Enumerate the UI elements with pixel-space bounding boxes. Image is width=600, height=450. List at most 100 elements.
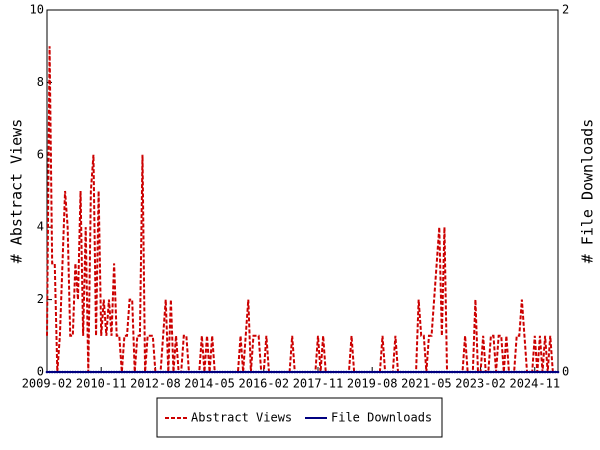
point-marker [419,370,423,374]
point-marker [499,370,503,374]
point-marker [265,370,268,374]
point-marker [143,370,147,374]
point-marker [283,370,286,374]
point-marker [370,370,374,374]
point-marker [136,370,139,374]
point-marker [239,370,242,374]
y2-tick-label: 0 [562,365,569,379]
point-marker [376,370,379,374]
point-marker [329,370,333,374]
point-marker [386,370,389,374]
point-marker [74,370,77,374]
point-marker [463,370,467,374]
point-marker [236,370,240,374]
point-marker [554,370,557,374]
point-marker [293,370,297,374]
point-marker [146,370,149,374]
point-marker [148,370,152,374]
point-marker [528,370,531,374]
point-marker [345,370,348,374]
point-marker [394,370,397,374]
point-marker [311,370,315,374]
point-marker [450,370,454,374]
point-marker [303,370,307,374]
point-marker [334,370,338,374]
point-marker [321,370,325,374]
point-marker [337,370,340,374]
point-marker [308,370,312,374]
point-marker [520,370,524,374]
point-marker [422,370,426,374]
point-marker [138,370,142,374]
point-marker [430,370,433,374]
point-marker [128,370,131,374]
point-marker [61,370,64,374]
point-marker [84,370,88,374]
point-marker [355,370,358,374]
point-marker [381,370,384,374]
point-marker [76,370,80,374]
point-marker [156,370,160,374]
point-marker [396,370,400,374]
x-tick-label: 2017-11 [293,377,344,391]
point-marker [277,370,281,374]
point-marker [445,370,449,374]
point-marker [332,370,335,374]
point-marker [352,370,356,374]
point-marker [66,370,69,374]
point-marker [164,370,168,374]
legend-label: File Downloads [331,411,432,425]
point-marker [461,370,464,374]
y-axis-label: # Abstract Views [8,119,26,264]
point-marker [223,370,227,374]
point-marker [270,370,273,374]
point-marker [275,370,278,374]
y-tick-label: 4 [37,220,44,234]
point-marker [407,370,410,374]
point-marker [179,370,183,374]
point-marker [208,370,211,374]
point-marker [280,370,284,374]
point-marker [288,370,291,374]
point-marker [89,370,93,374]
point-marker [203,370,206,374]
point-marker [373,370,377,374]
point-marker [541,370,544,374]
point-marker [210,370,214,374]
point-marker [360,370,364,374]
point-marker [182,370,186,374]
point-marker [296,370,299,374]
point-marker [437,370,441,374]
point-marker [68,370,72,374]
point-marker [154,370,157,374]
point-marker [409,370,413,374]
point-marker [262,370,266,374]
y-tick-label: 2 [37,292,44,306]
point-marker [110,370,113,374]
point-marker [494,370,498,374]
point-marker [159,370,162,374]
point-marker [538,370,542,374]
y-tick-label: 8 [37,75,44,89]
point-marker [548,370,552,374]
point-marker [221,370,224,374]
point-marker [476,370,480,374]
point-marker [456,370,459,374]
x-tick-label: 2012-08 [130,377,181,391]
point-marker [417,370,420,374]
point-marker [161,370,165,374]
point-marker [56,370,59,374]
point-marker [213,370,217,374]
point-marker [546,370,549,374]
point-marker [190,370,193,374]
point-marker [166,370,170,374]
point-marker [105,370,108,374]
point-marker [523,370,526,374]
point-marker [63,370,67,374]
point-marker [94,370,98,374]
point-marker [197,370,201,374]
point-marker [510,370,513,374]
point-marker [316,370,320,374]
point-marker [231,370,235,374]
point-marker [363,370,366,374]
